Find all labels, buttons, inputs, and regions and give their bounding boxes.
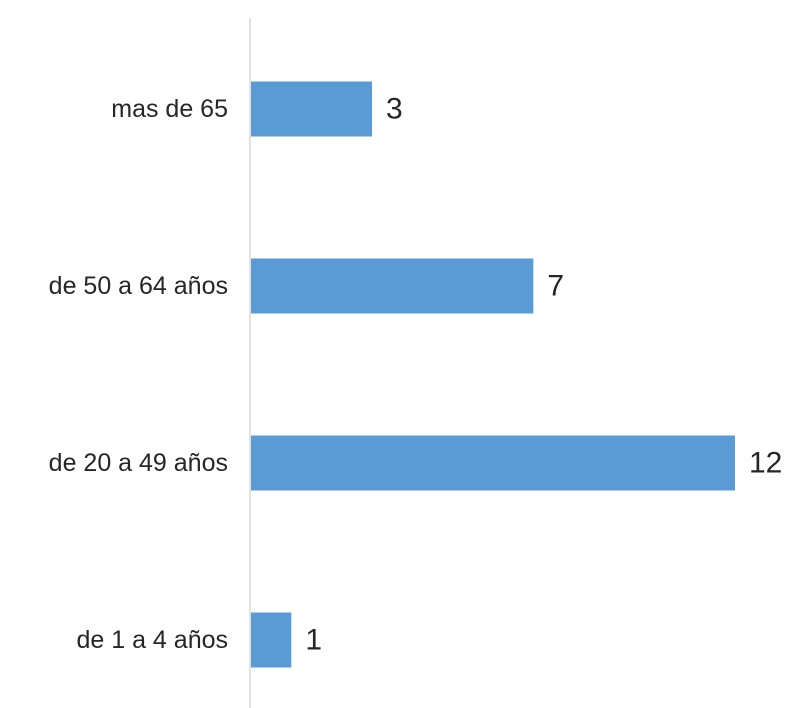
bar [251, 612, 292, 668]
bar [251, 258, 534, 314]
value-labels-group: 1 12 7 3 [305, 93, 782, 657]
category-label: de 1 a 4 años [76, 626, 228, 654]
value-label: 3 [386, 93, 403, 126]
bar [251, 435, 735, 491]
category-labels-group: de 1 a 4 años de 20 a 49 años de 50 a 64 a… [49, 95, 228, 654]
value-label: 7 [547, 270, 564, 303]
category-label: de 20 a 49 años [49, 449, 228, 477]
bars-group [251, 81, 735, 668]
category-label: mas de 65 [111, 95, 228, 123]
value-label: 1 [305, 624, 322, 657]
category-label: de 50 a 64 años [49, 272, 228, 300]
bar [251, 81, 372, 137]
value-label: 12 [749, 447, 782, 480]
